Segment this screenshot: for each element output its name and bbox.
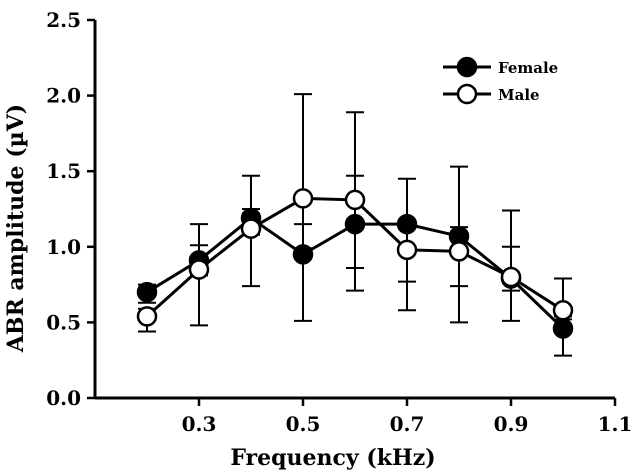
x-axis-label: Frequency (kHz) <box>230 445 435 471</box>
data-point <box>346 191 364 209</box>
data-point <box>398 241 416 259</box>
x-ticks: 0.3 0.5 0.7 0.9 1.1 <box>182 398 631 436</box>
legend-label: Male <box>498 86 540 104</box>
x-tick-label: 0.9 <box>494 412 529 436</box>
legend-marker <box>458 58 476 76</box>
x-tick-label: 0.3 <box>182 412 217 436</box>
y-tick-label: 0.0 <box>46 386 81 410</box>
legend-marker <box>458 85 476 103</box>
y-tick-label: 0.5 <box>46 310 81 334</box>
data-point <box>450 242 468 260</box>
y-tick-label: 2.5 <box>46 8 81 32</box>
data-point <box>242 220 260 238</box>
data-point <box>554 301 572 319</box>
y-tick-label: 1.5 <box>46 159 81 183</box>
legend: Female Male <box>443 58 558 104</box>
data-point <box>138 283 156 301</box>
x-tick-label: 0.7 <box>390 412 425 436</box>
x-tick-label: 1.1 <box>598 412 631 436</box>
series-male <box>138 94 572 331</box>
x-tick-label: 0.5 <box>286 412 321 436</box>
data-point <box>294 189 312 207</box>
y-tick-label: 1.0 <box>46 235 81 259</box>
data-point <box>554 319 572 337</box>
legend-label: Female <box>498 59 558 77</box>
y-ticks: 0.0 0.5 1.0 1.5 2.0 2.5 <box>46 8 95 410</box>
data-point <box>502 268 520 286</box>
data-point <box>190 260 208 278</box>
y-axis-label: ABR amplitude (µV) <box>3 104 29 353</box>
y-tick-label: 2.0 <box>46 84 81 108</box>
data-point <box>138 307 156 325</box>
series-layer <box>138 94 572 356</box>
